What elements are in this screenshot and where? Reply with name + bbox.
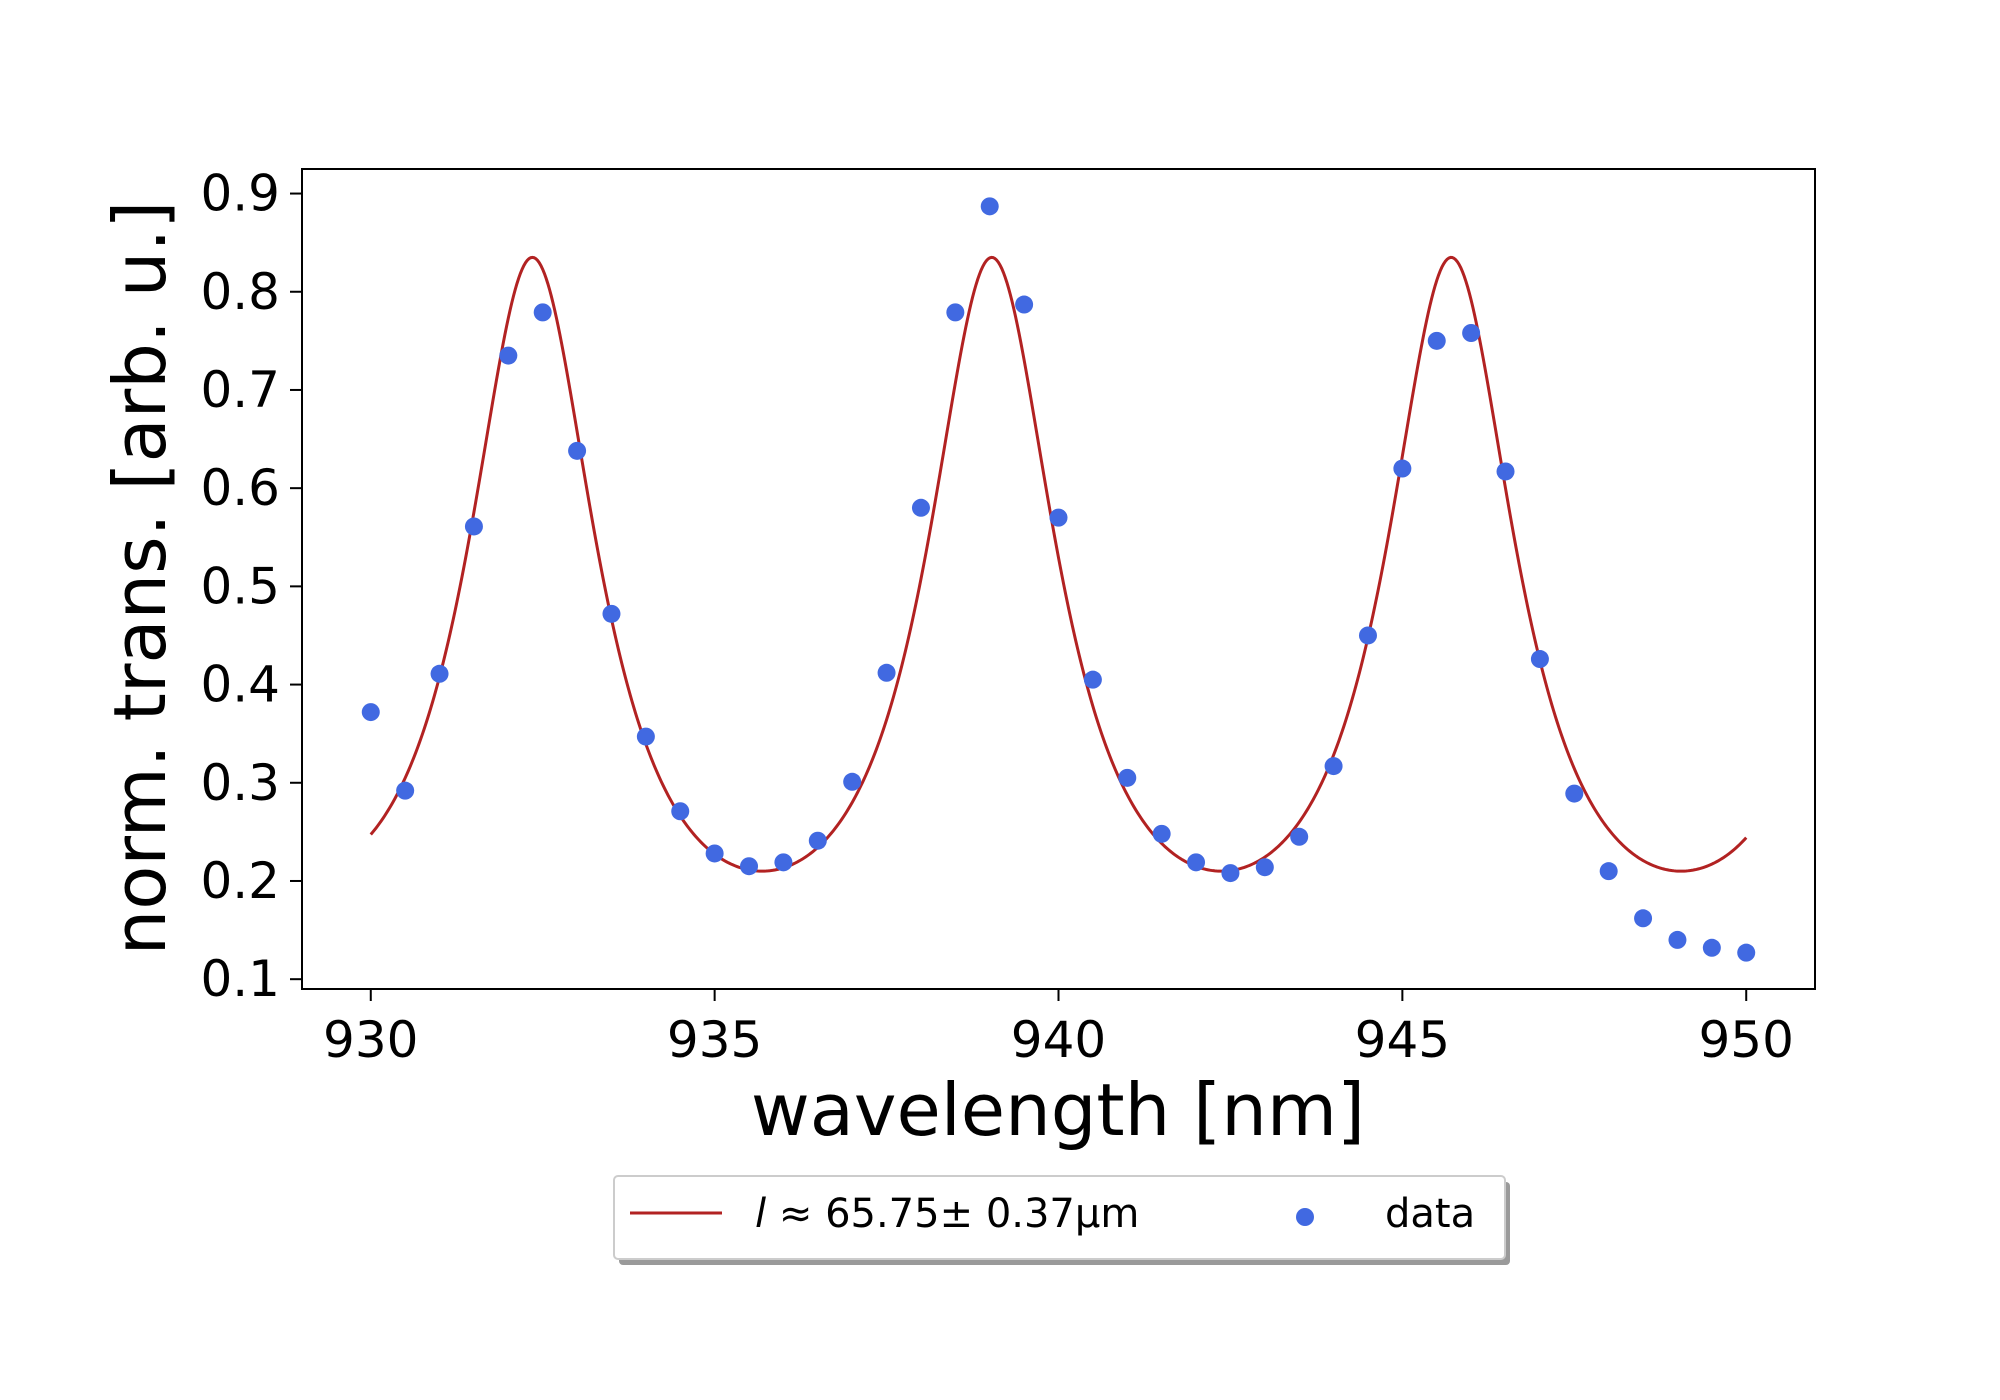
data-point (740, 857, 759, 876)
data-point (1187, 853, 1206, 872)
y-tick-label: 0.7 (200, 361, 280, 419)
data-point (499, 346, 518, 365)
data-point (1049, 508, 1068, 527)
data-point (533, 303, 552, 322)
y-tick-label: 0.1 (200, 950, 280, 1008)
data-point (1530, 650, 1549, 669)
legend-box (613, 1175, 1506, 1260)
y-tick-label: 0.9 (200, 165, 280, 223)
data-point (705, 844, 724, 863)
data-point (1393, 459, 1412, 478)
legend-fit-label: l ≈ 65.75± 0.37µm (755, 1191, 1139, 1237)
y-tick-label: 0.4 (200, 656, 280, 714)
data-point (602, 604, 621, 623)
x-axis-label: wavelength [nm] (751, 1068, 1365, 1152)
x-axis: 930 935 940 945 950 (323, 989, 1794, 1069)
legend-data-label: data (1385, 1191, 1475, 1237)
data-point (1083, 670, 1102, 689)
data-point (980, 197, 999, 216)
data-point (1324, 757, 1343, 776)
x-tick-label: 935 (667, 1011, 762, 1069)
legend: l ≈ 65.75± 0.37µm data (613, 1175, 1510, 1265)
data-point (946, 303, 965, 322)
y-tick-label: 0.3 (200, 754, 280, 812)
data-point (1015, 295, 1034, 314)
data-point (808, 831, 827, 850)
data-point (1221, 864, 1240, 883)
fit-line (369, 255, 1748, 873)
data-point (396, 781, 415, 800)
plot-area (301, 168, 1816, 990)
legend-data-swatch (1296, 1208, 1314, 1226)
data-point (1152, 824, 1171, 843)
data-point (1668, 930, 1687, 949)
data-point (464, 517, 483, 536)
data-point (1255, 858, 1274, 877)
data-point (636, 727, 655, 746)
data-point (361, 703, 380, 722)
data-point (1118, 768, 1137, 787)
fit-series (369, 255, 1748, 873)
data-point (1634, 909, 1653, 928)
data-series (361, 197, 1756, 962)
data-point (1702, 938, 1721, 957)
data-point (1599, 862, 1618, 881)
y-axis-label: norm. trans. [arb. u.] (98, 201, 182, 956)
x-tick-label: 930 (323, 1011, 418, 1069)
y-tick-label: 0.6 (200, 459, 280, 517)
data-point (1290, 827, 1309, 846)
data-point (1358, 626, 1377, 645)
data-point (1565, 784, 1584, 803)
data-point (1737, 943, 1756, 962)
y-tick-label: 0.2 (200, 852, 280, 910)
data-point (843, 772, 862, 791)
data-point (877, 663, 896, 682)
y-axis: 0.1 0.2 0.3 0.4 0.5 0.6 0.7 0.8 0.9 (200, 165, 302, 1008)
data-point (1427, 331, 1446, 350)
data-point (911, 498, 930, 517)
data-point (430, 664, 449, 683)
data-point (1496, 462, 1515, 481)
x-tick-label: 950 (1699, 1011, 1794, 1069)
data-point (568, 441, 587, 460)
y-tick-label: 0.8 (200, 263, 280, 321)
y-tick-label: 0.5 (200, 557, 280, 615)
data-point (1462, 324, 1481, 342)
data-point (774, 853, 793, 872)
x-tick-label: 945 (1355, 1011, 1450, 1069)
data-point (671, 802, 690, 821)
x-tick-label: 940 (1011, 1011, 1106, 1069)
